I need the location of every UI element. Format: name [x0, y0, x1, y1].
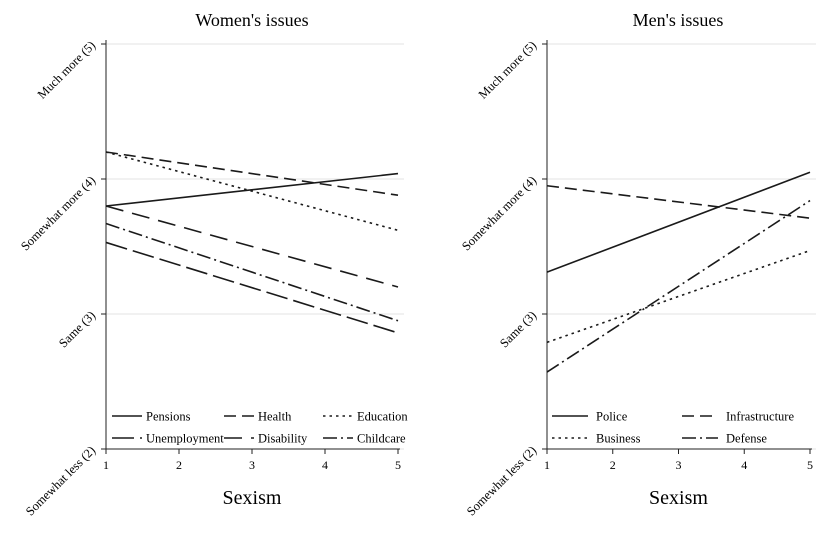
legend-label-unemployment: Unemployment [146, 432, 224, 446]
series-line-pensions [105, 172, 399, 207]
series-line-police [546, 171, 811, 273]
x-tick-label: 4 [741, 458, 747, 472]
y-tick-label: Much more (5) [476, 38, 539, 101]
panel-womens-issues: Somewhat less (2) Same (3) Somewhat more (… [18, 10, 408, 518]
y-tick-label: Somewhat less (2) [23, 443, 98, 518]
x-tick-label: 4 [322, 458, 328, 472]
y-tick-label: Somewhat more (4) [18, 173, 98, 253]
x-tick-label: 5 [807, 458, 813, 472]
x-axis-label: Sexism [223, 487, 282, 509]
series-line-education [105, 151, 399, 232]
legend-label-pensions: Pensions [146, 410, 191, 424]
y-tick-label: Somewhat more (4) [459, 173, 539, 253]
series-line-childcare [105, 222, 399, 322]
x-tick-label: 3 [676, 458, 682, 472]
legend-label-health: Health [258, 410, 292, 424]
x-tick-label: 2 [610, 458, 616, 472]
y-tick-label: Somewhat less (2) [464, 443, 539, 518]
legend-label-police: Police [596, 410, 628, 424]
legend-label-childcare: Childcare [357, 432, 406, 446]
legend-label-education: Education [357, 410, 408, 424]
series-line-defense [546, 199, 811, 373]
series-line-infrastructure [546, 184, 811, 219]
x-axis-label: Sexism [649, 487, 708, 509]
series-line-disability [105, 205, 399, 288]
chart-title: Women's issues [195, 10, 308, 30]
legend-label-disability: Disability [258, 432, 308, 446]
x-tick-label: 5 [395, 458, 401, 472]
y-tick-label: Same (3) [497, 308, 539, 350]
x-tick-label: 2 [176, 458, 182, 472]
x-tick-label: 1 [103, 458, 109, 472]
y-tick-label: Same (3) [56, 308, 98, 350]
y-tick-label: Much more (5) [35, 38, 98, 101]
legend-label-infrastructure: Infrastructure [726, 410, 794, 424]
series-line-health [105, 151, 399, 196]
x-tick-label: 1 [544, 458, 550, 472]
chart-title: Men's issues [633, 10, 724, 30]
x-tick-label: 3 [249, 458, 255, 472]
legend-label-defense: Defense [726, 432, 767, 446]
series-line-business [546, 249, 811, 344]
panel-mens-issues: Somewhat less (2) Same (3) Somewhat more (… [459, 10, 816, 518]
legend-label-business: Business [596, 432, 641, 446]
series-line-unemployment [105, 241, 399, 334]
